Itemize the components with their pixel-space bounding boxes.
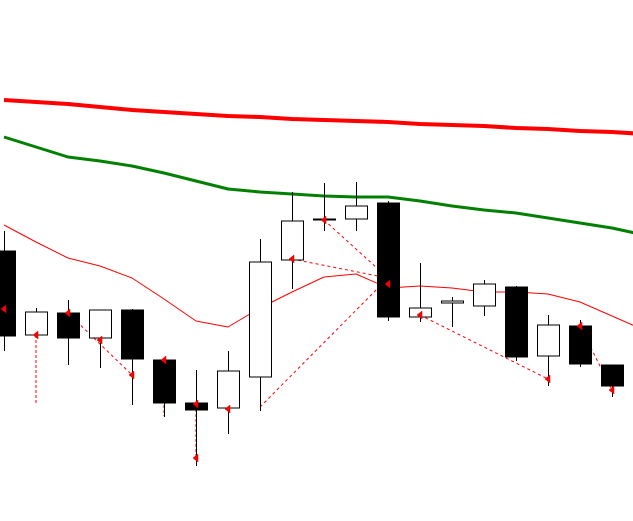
candle-body-12 [345,205,368,220]
candle-body-15 [441,300,464,304]
signal-marker-8 [192,453,199,463]
candle-body-8 [217,370,240,409]
signal-marker-9 [224,404,231,414]
signal-marker-13 [416,310,423,320]
candle-body-3 [57,312,80,339]
signal-marker-6 [160,355,167,365]
signal-marker-2 [32,330,39,340]
candle-body-17 [505,286,528,358]
candle-body-6 [153,359,176,404]
ma-line-1 [3,98,633,136]
ma-line-3 [3,224,633,328]
candle-body-4 [89,309,112,339]
signal-marker-5 [128,370,135,380]
candle-body-19 [569,325,592,365]
signal-marker-16 [608,385,615,395]
candle-body-13 [377,202,400,318]
signal-marker-11 [320,215,327,225]
dashed-link-5 [419,314,549,380]
signal-marker-4 [96,335,103,345]
signal-marker-14 [544,374,551,384]
signal-marker-15 [576,321,583,331]
signal-marker-1 [0,304,7,314]
signal-marker-7 [192,399,199,409]
candle-body-5 [121,309,144,360]
signal-marker-10 [288,254,295,264]
dashed-link-4 [323,219,389,279]
candle-body-2 [25,311,48,336]
signal-marker-12 [384,279,391,289]
candle-body-16 [473,283,496,307]
candle-body-20 [601,364,624,387]
candle-body-10 [281,220,304,261]
dashed-link-3 [291,258,389,279]
candle-body-18 [537,324,560,357]
signal-marker-3 [64,308,71,318]
dashed-link-2 [259,277,389,408]
candle-body-1 [0,250,16,337]
candle-body-9 [249,261,272,378]
